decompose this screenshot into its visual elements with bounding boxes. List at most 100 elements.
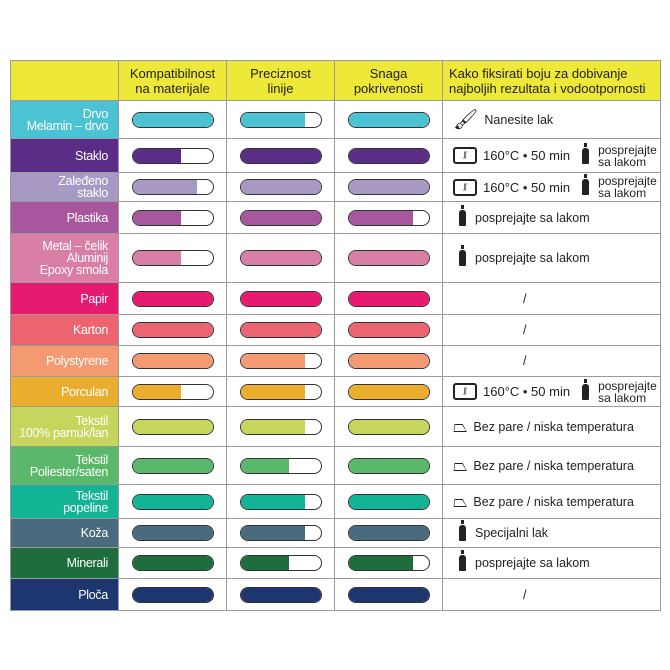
compatibility-bar-cell: [118, 446, 227, 485]
compatibility-bar-cell: [118, 233, 227, 283]
header-row: Kompatibilnost na materijale Preciznost …: [10, 60, 661, 101]
coverage-bar: [347, 353, 430, 369]
precision-bar-cell: [226, 201, 335, 234]
bar-fill: [132, 251, 181, 265]
bar-fill: [348, 556, 413, 570]
bar-fill: [240, 494, 305, 509]
bar-fill: [132, 526, 213, 540]
coverage-bar: [347, 179, 430, 195]
compatibility-bar: [131, 322, 214, 338]
coverage-bar: [347, 383, 430, 400]
material-label: Koža: [10, 518, 119, 548]
coverage-bar-cell: [334, 345, 443, 377]
coverage-bar-cell: [334, 172, 443, 202]
bar-fill: [348, 323, 429, 337]
brush-icon: 🖌: [453, 109, 479, 131]
coverage-bar: [347, 586, 430, 603]
compatibility-bar-cell: [118, 100, 227, 139]
coverage-bar-cell: [334, 282, 443, 315]
precision-bar-cell: [226, 100, 335, 139]
table-row: Staklo ʃʃ 160°C • 50 min posprejajte sa lak…: [10, 138, 661, 173]
table-row: Koža Specijalni lak: [10, 518, 661, 548]
bar-fill: [132, 419, 213, 434]
precision-bar-cell: [226, 138, 335, 173]
fix-text: /: [523, 587, 527, 602]
bar-fill: [240, 354, 305, 368]
coverage-bar-cell: [334, 100, 443, 139]
bar-fill: [348, 587, 429, 602]
precision-bar: [239, 457, 322, 474]
coverage-bar: [347, 493, 430, 510]
precision-bar: [239, 179, 322, 195]
fixing-cell: ʃʃ 160°C • 50 min posprejajte sa lakom: [442, 172, 661, 202]
material-label: Tekstil Poliester/saten: [10, 446, 119, 485]
precision-bar: [239, 555, 322, 571]
fixing-cell: ʃʃ 160°C • 50 min posprejajte sa lakom: [442, 376, 661, 407]
compatibility-bar-cell: [118, 282, 227, 315]
fix-text: /: [523, 323, 527, 337]
precision-bar: [239, 525, 322, 541]
bar-fill: [132, 323, 213, 337]
bar-fill: [132, 148, 181, 163]
spray-can-icon: [459, 245, 466, 266]
bar-fill: [240, 556, 289, 570]
bar-fill: [132, 354, 213, 368]
bar-fill: [240, 458, 289, 473]
fix-text: 160°C • 50 min: [483, 179, 571, 195]
bar-fill: [348, 526, 429, 540]
precision-bar-cell: [226, 406, 335, 447]
compatibility-bar: [131, 418, 214, 435]
precision-bar: [239, 111, 322, 128]
coverage-bar: [347, 418, 430, 435]
material-label: Porculan: [10, 376, 119, 407]
precision-bar: [239, 493, 322, 510]
precision-bar: [239, 383, 322, 400]
bar-fill: [132, 291, 213, 306]
precision-bar-cell: [226, 547, 335, 579]
coverage-bar: [347, 290, 430, 307]
fix-text: Bez pare / niska temperatura: [473, 494, 634, 509]
material-label: Ploča: [10, 578, 119, 611]
compatibility-bar: [131, 457, 214, 474]
header-coverage: Snaga pokrivenosti: [334, 60, 443, 101]
compatibility-bar-cell: [118, 406, 227, 447]
bar-fill: [132, 112, 213, 127]
coverage-bar: [347, 147, 430, 164]
compatibility-bar: [131, 179, 214, 195]
fixing-cell: ⏢ Bez pare / niska temperatura: [442, 484, 661, 519]
table-row: Tekstil Poliester/saten ⏢ Bez pare / niska…: [10, 446, 661, 485]
fixing-cell: ʃʃ 160°C • 50 min posprejajte sa lakom: [442, 138, 661, 173]
header-precision: Preciznost linije: [226, 60, 335, 101]
fixing-cell: Specijalni lak: [442, 518, 661, 548]
precision-bar-cell: [226, 578, 335, 611]
material-label: Minerali: [10, 547, 119, 579]
compatibility-bar-cell: [118, 314, 227, 346]
table-row: Tekstil 100% pamuk/lan ⏢ Bez pare / niska …: [10, 406, 661, 447]
coverage-bar: [347, 555, 430, 571]
bar-fill: [348, 291, 429, 306]
fixing-cell: ⏢ Bez pare / niska temperatura: [442, 406, 661, 447]
compatibility-bar-cell: [118, 201, 227, 234]
compatibility-bar: [131, 147, 214, 164]
spray-text: posprejajte sa lakom: [598, 174, 657, 200]
fix-text: Bez pare / niska temperatura: [473, 419, 634, 434]
precision-bar-cell: [226, 172, 335, 202]
bar-fill: [240, 148, 321, 163]
coverage-bar-cell: [334, 201, 443, 234]
coverage-bar: [347, 322, 430, 338]
table-row: Plastika posprejajte sa lakom: [10, 201, 661, 234]
precision-bar: [239, 353, 322, 369]
compatibility-bar-cell: [118, 172, 227, 202]
material-label: Zaleđeno staklo: [10, 172, 119, 202]
coverage-bar: [347, 525, 430, 541]
paint-compatibility-table: Kompatibilnost na materijale Preciznost …: [10, 60, 661, 611]
fix-text: Specijalni lak: [475, 526, 548, 540]
material-label: Plastika: [10, 201, 119, 234]
compatibility-bar-cell: [118, 518, 227, 548]
bar-fill: [132, 556, 213, 570]
precision-bar-cell: [226, 484, 335, 519]
compatibility-bar-cell: [118, 547, 227, 579]
coverage-bar-cell: [334, 446, 443, 485]
compatibility-bar: [131, 493, 214, 510]
bar-fill: [240, 587, 321, 602]
